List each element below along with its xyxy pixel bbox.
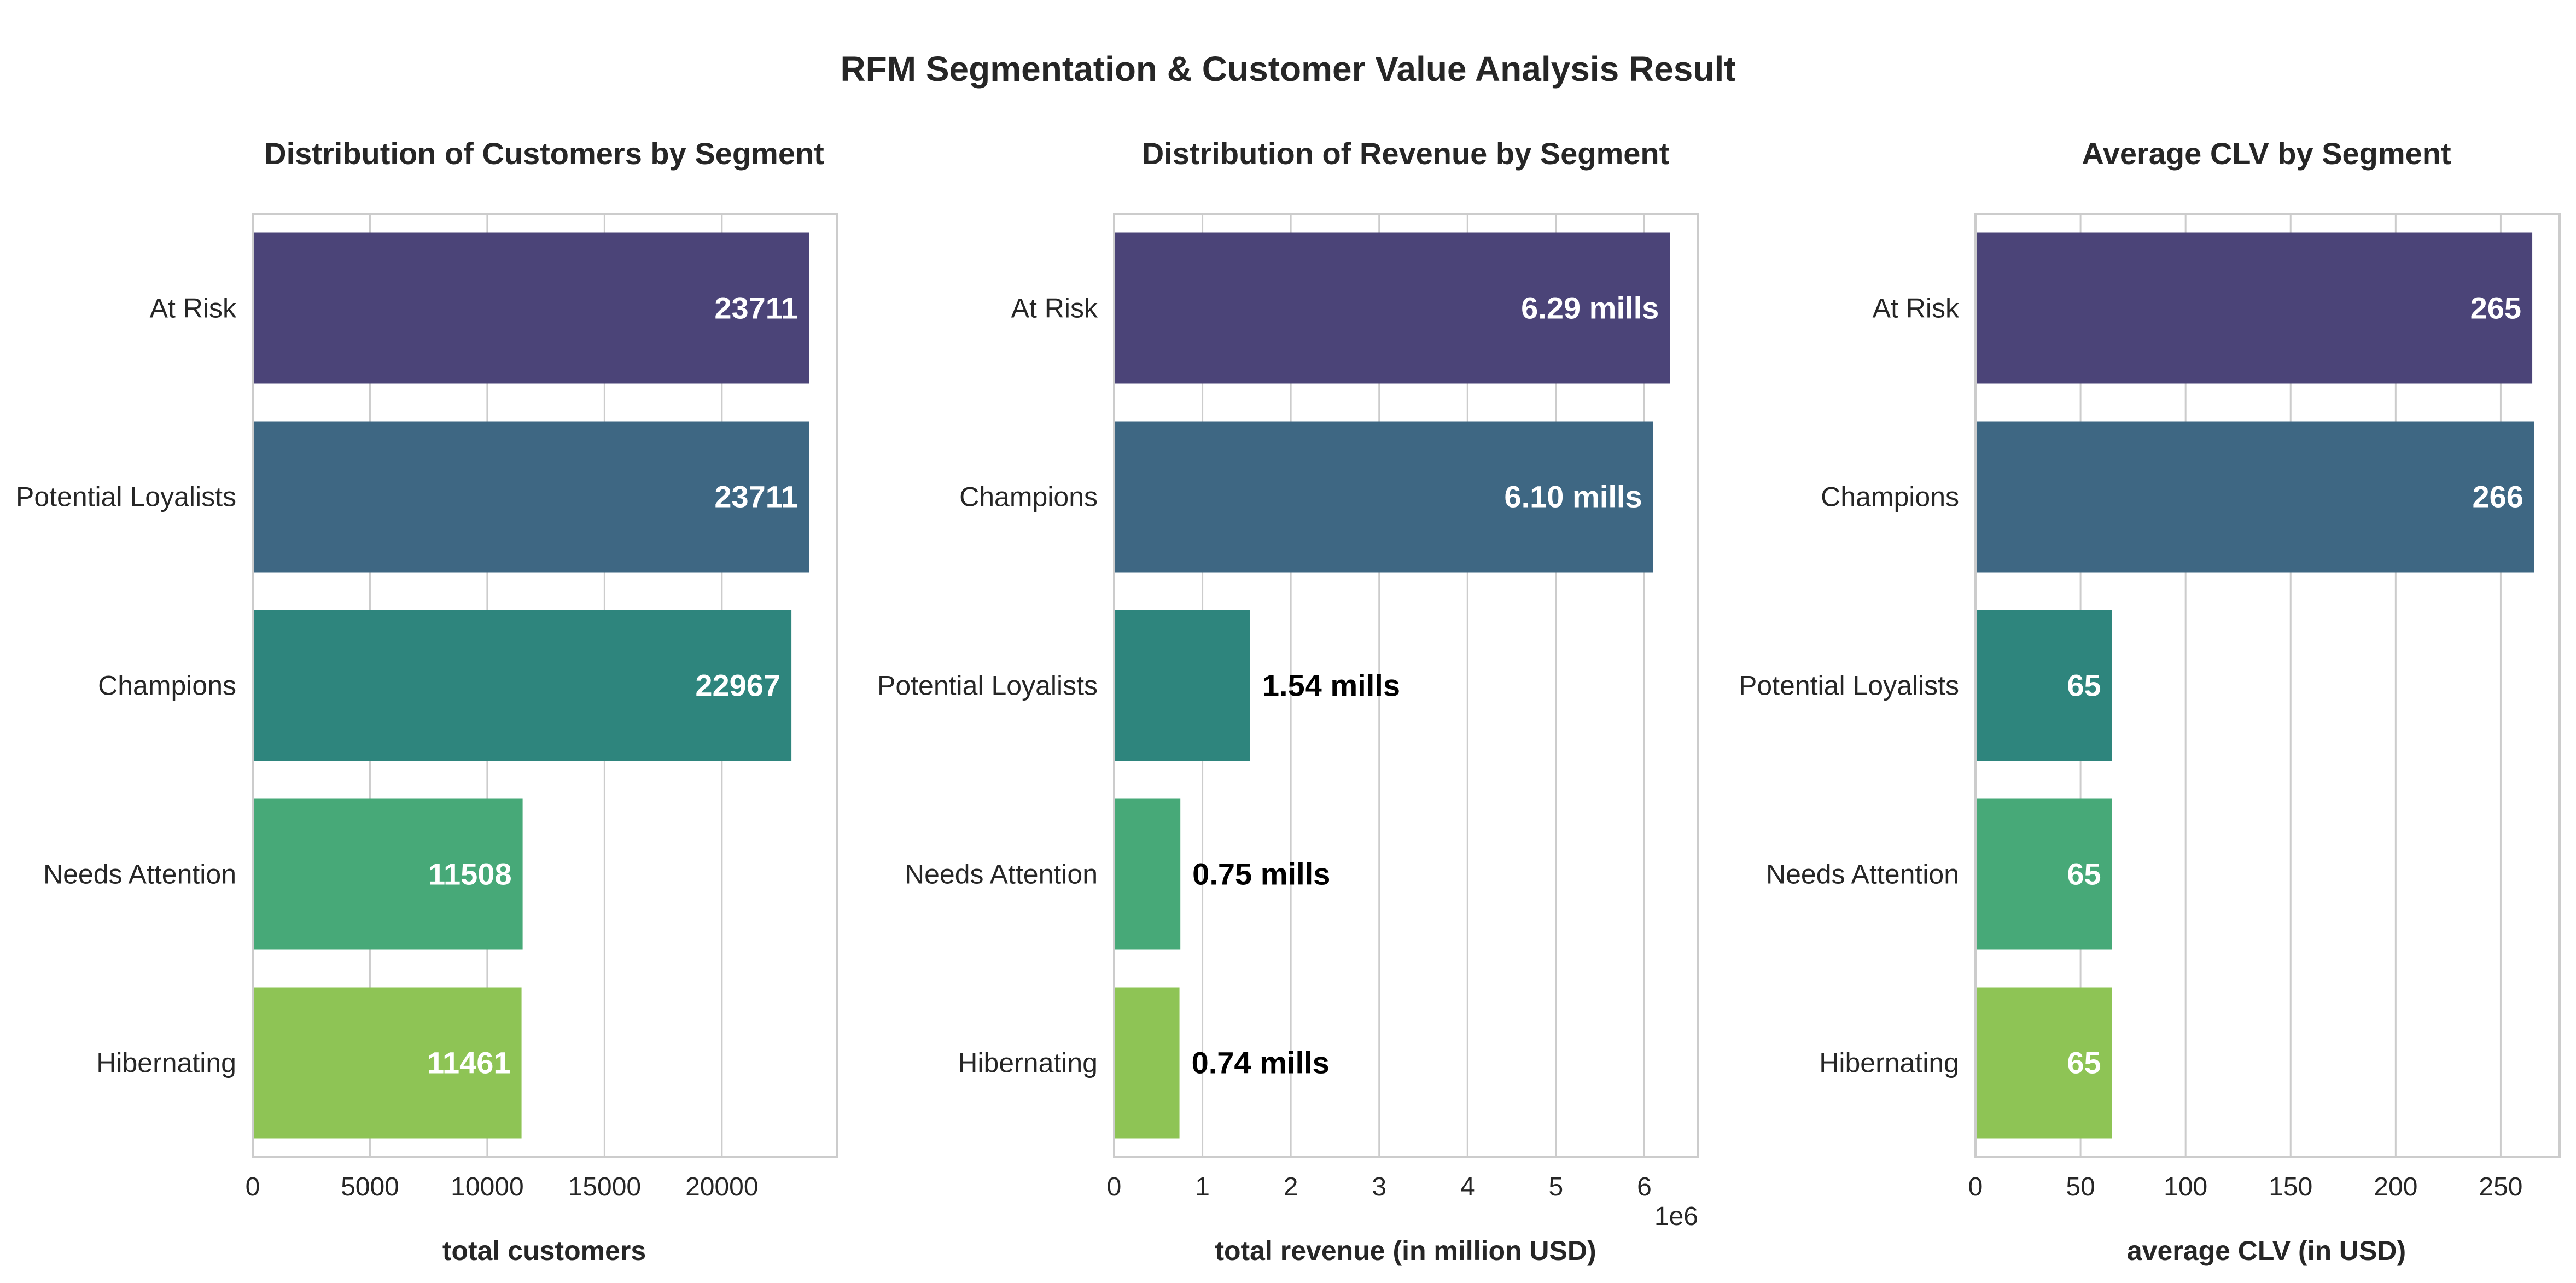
customers-data-label: 22967 (695, 668, 780, 703)
customers-category-label: Hibernating (96, 1048, 236, 1078)
clv-xtick-label: 250 (2479, 1173, 2522, 1202)
panel-revenue-xlabel: total revenue (in million USD) (1215, 1235, 1596, 1266)
figure-title: RFM Segmentation & Customer Value Analys… (840, 49, 1735, 89)
clv-category-label: Potential Loyalists (1739, 670, 1959, 701)
revenue-data-label: 0.74 mills (1192, 1046, 1330, 1080)
revenue-xtick-label: 2 (1284, 1173, 1298, 1202)
customers-data-label: 23711 (714, 480, 798, 514)
customers-data-label: 11508 (428, 857, 512, 891)
clv-category-label: Hibernating (1819, 1048, 1959, 1078)
revenue-category-label: Needs Attention (905, 859, 1098, 890)
clv-bar (1975, 421, 2534, 573)
clv-xtick-label: 50 (2066, 1173, 2095, 1202)
revenue-bar (1114, 232, 1670, 384)
customers-xtick-label: 5000 (341, 1173, 399, 1202)
revenue-bar (1114, 421, 1653, 573)
clv-bar (1975, 232, 2533, 384)
panel-clv: Average CLV by Segment average CLV (in U… (1739, 136, 2561, 1266)
customers-xtick-label: 15000 (568, 1173, 641, 1202)
customers-data-label: 23711 (714, 291, 798, 325)
clv-data-label: 266 (2472, 480, 2523, 514)
clv-data-label: 65 (2067, 1046, 2101, 1080)
customers-xtick-label: 0 (246, 1173, 260, 1202)
panel-customers: Distribution of Customers by Segment tot… (16, 136, 838, 1266)
customers-category-label: Champions (98, 670, 236, 701)
revenue-data-label: 0.75 mills (1192, 857, 1330, 891)
clv-xtick-label: 100 (2164, 1173, 2207, 1202)
panel-revenue: Distribution of Revenue by Segment total… (877, 136, 1699, 1266)
revenue-category-label: Champions (959, 482, 1098, 512)
clv-xtick-label: 200 (2374, 1173, 2417, 1202)
revenue-bar (1114, 987, 1180, 1139)
panel-revenue-offset-text: 1e6 (1654, 1202, 1698, 1231)
revenue-bar (1114, 610, 1250, 761)
customers-bar (253, 610, 792, 761)
customers-xtick-label: 10000 (451, 1173, 523, 1202)
customers-axes-frame (252, 213, 838, 1158)
clv-category-label: Champions (1821, 482, 1959, 512)
clv-bar (1975, 798, 2112, 950)
clv-data-label: 65 (2067, 857, 2101, 891)
clv-xtick-label: 150 (2269, 1173, 2312, 1202)
clv-bar (1975, 987, 2112, 1139)
revenue-xtick-label: 6 (1637, 1173, 1652, 1202)
revenue-category-label: At Risk (1011, 293, 1098, 324)
customers-bar (253, 987, 522, 1139)
clv-data-label: 65 (2067, 668, 2101, 703)
revenue-xtick-label: 1 (1195, 1173, 1210, 1202)
clv-axes-frame (1974, 213, 2561, 1158)
clv-category-label: Needs Attention (1766, 859, 1959, 890)
clv-bar (1975, 610, 2112, 761)
panel-clv-title: Average CLV by Segment (2082, 136, 2451, 171)
customers-data-label: 11461 (427, 1046, 511, 1080)
revenue-xtick-label: 4 (1460, 1173, 1475, 1202)
revenue-bar (1114, 798, 1181, 950)
panel-revenue-title: Distribution of Revenue by Segment (1142, 136, 1670, 171)
revenue-xtick-label: 5 (1549, 1173, 1564, 1202)
customers-xtick-label: 20000 (685, 1173, 758, 1202)
revenue-axes-frame (1113, 213, 1699, 1158)
customers-category-label: Needs Attention (43, 859, 236, 890)
customers-bar (253, 421, 809, 573)
panel-clv-xlabel: average CLV (in USD) (2127, 1235, 2406, 1266)
panel-customers-xlabel: total customers (442, 1235, 646, 1266)
revenue-data-label: 6.29 mills (1521, 291, 1659, 325)
revenue-data-label: 6.10 mills (1504, 480, 1642, 514)
clv-xtick-label: 0 (1968, 1173, 1983, 1202)
revenue-xtick-label: 3 (1372, 1173, 1386, 1202)
customers-bar (253, 798, 523, 950)
revenue-category-label: Hibernating (958, 1048, 1098, 1078)
customers-bar (253, 232, 809, 384)
customers-category-label: Potential Loyalists (16, 482, 236, 512)
clv-data-label: 265 (2470, 291, 2521, 325)
revenue-xtick-label: 0 (1107, 1173, 1122, 1202)
revenue-data-label: 1.54 mills (1262, 668, 1400, 703)
panel-customers-title: Distribution of Customers by Segment (264, 136, 824, 171)
revenue-category-label: Potential Loyalists (877, 670, 1098, 701)
clv-category-label: At Risk (1873, 293, 1960, 324)
customers-category-label: At Risk (150, 293, 237, 324)
